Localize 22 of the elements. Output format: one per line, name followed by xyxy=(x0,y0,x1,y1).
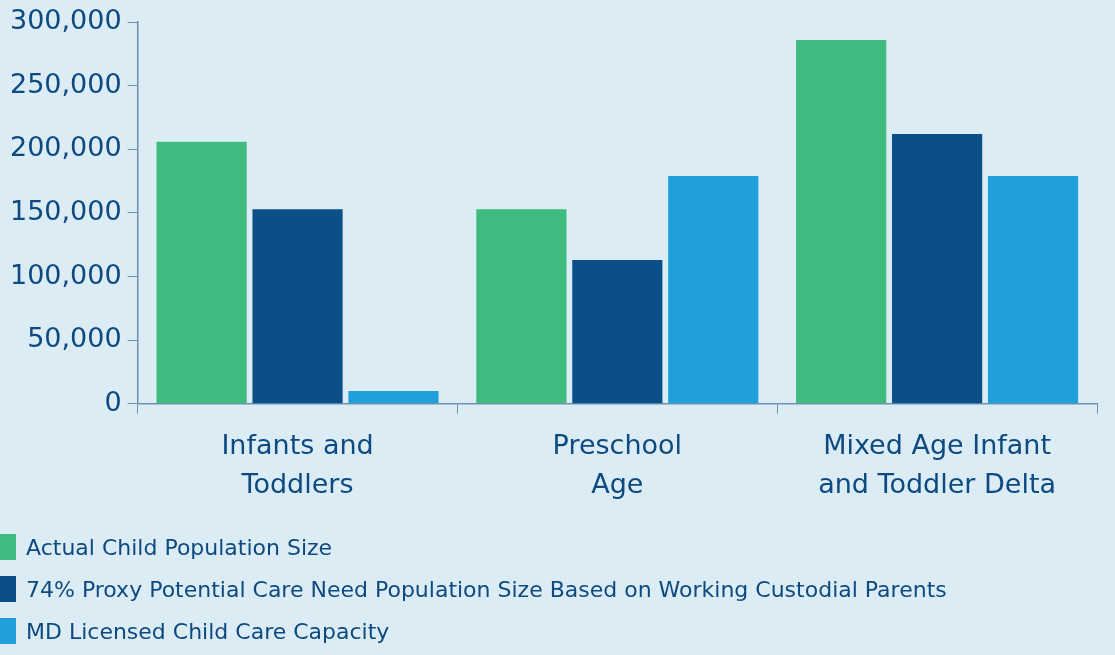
bar xyxy=(892,134,983,404)
bar xyxy=(156,141,247,404)
y-tick-label: 200,000 xyxy=(10,131,122,163)
x-tick-label: Mixed Age Infant and Toddler Delta xyxy=(818,429,1057,500)
legend-label: 74% Proxy Potential Care Need Population Size Based on Working Custodial Parents xyxy=(26,576,947,602)
x-tick-label: Infants and Toddlers xyxy=(221,429,374,500)
bar xyxy=(987,176,1079,404)
bar xyxy=(668,176,759,404)
y-tick-label: 250,000 xyxy=(10,67,122,99)
bar xyxy=(476,209,567,404)
bar xyxy=(348,390,439,404)
legend-label: MD Licensed Child Care Capacity xyxy=(26,618,390,644)
y-tick-label: 100,000 xyxy=(10,258,122,290)
legend-label: Actual Child Population Size xyxy=(26,534,333,560)
bar xyxy=(252,209,343,404)
y-tick-label: 0 xyxy=(104,385,122,417)
y-tick-label: 50,000 xyxy=(27,322,122,354)
y-tick-label: 150,000 xyxy=(10,194,122,226)
bar xyxy=(572,260,663,404)
x-tick-label: Preschool Age xyxy=(552,429,683,500)
y-tick-label: 300,000 xyxy=(10,4,122,36)
bar xyxy=(796,40,887,404)
